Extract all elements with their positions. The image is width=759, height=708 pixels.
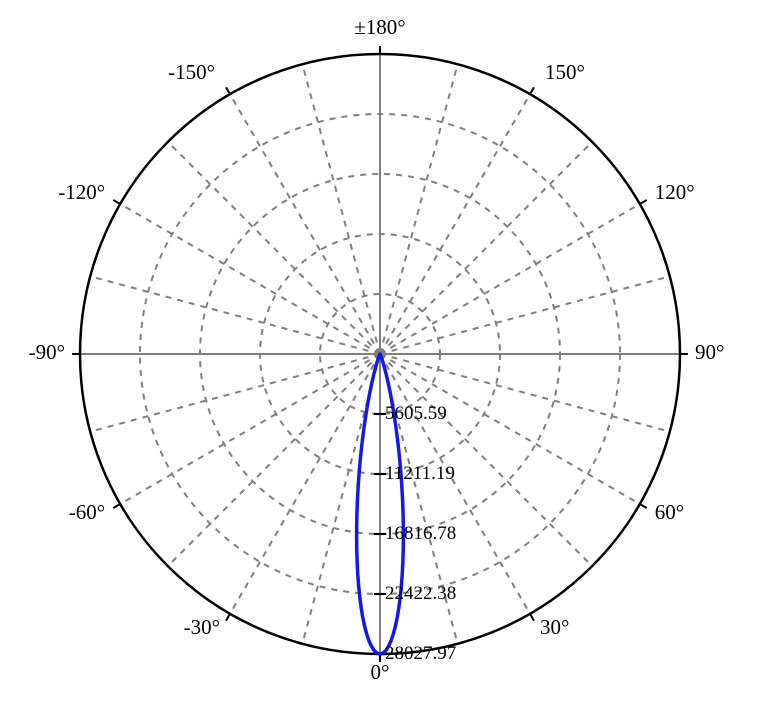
grid-spoke (380, 64, 458, 354)
grid-spoke (380, 142, 592, 354)
angle-label: ±180° (354, 15, 405, 39)
angle-label: 150° (545, 60, 585, 84)
radial-label: 16816.78 (385, 523, 456, 544)
radial-label: 11211.19 (385, 463, 455, 484)
radial-label: 28027.97 (385, 643, 456, 664)
angle-tick (226, 87, 230, 94)
angle-label: -30° (184, 615, 220, 639)
angle-tick (113, 200, 120, 204)
angle-tick (640, 504, 647, 508)
grid-spoke (120, 204, 380, 354)
radial-label: 22422.38 (385, 583, 456, 604)
grid-spoke (380, 94, 530, 354)
grid-spoke (302, 64, 380, 354)
grid-spoke (90, 276, 380, 354)
angle-tick (530, 87, 534, 94)
polar-chart: ±180° -150° 150° -120° 120° -90° 90° -60° 60° -30… (0, 0, 759, 708)
grid-spoke (120, 354, 380, 504)
grid-spoke (380, 204, 640, 354)
grid-spoke (168, 354, 380, 566)
angle-tick (113, 504, 120, 508)
angle-label: -90° (29, 340, 65, 364)
angle-tick (226, 614, 230, 621)
angle-label: 120° (655, 180, 695, 204)
angle-label: 30° (540, 615, 569, 639)
angle-label: 90° (695, 340, 724, 364)
radial-label: 5605.59 (385, 403, 447, 424)
angle-label: 60° (655, 500, 684, 524)
angle-label: -60° (69, 500, 105, 524)
angle-label: -150° (168, 60, 215, 84)
grid-spoke (90, 354, 380, 432)
grid-spoke (380, 276, 670, 354)
angle-tick (530, 614, 534, 621)
angle-tick (640, 200, 647, 204)
angle-label: -120° (58, 180, 105, 204)
grid-spoke (230, 94, 380, 354)
grid-spoke (168, 142, 380, 354)
